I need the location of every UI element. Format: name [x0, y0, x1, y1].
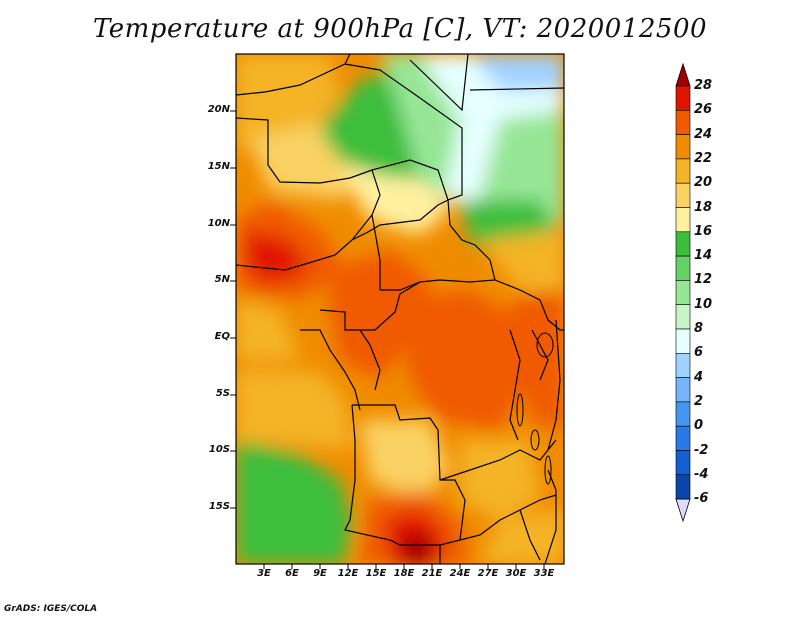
- colorbar-label: 10: [694, 296, 713, 312]
- lat-tick-label: 5N: [214, 274, 230, 285]
- colorbar-swatch: [675, 110, 691, 135]
- colorbar-label: 24: [694, 126, 713, 142]
- colorbar-label: 6: [694, 345, 704, 361]
- colorbar-swatch: [675, 328, 691, 354]
- colorbar-swatch: [675, 207, 691, 233]
- map-title: Temperature at 900hPa [C], VT: 202001250…: [92, 14, 708, 44]
- lon-tick-label: 27E: [477, 568, 499, 579]
- colorbar-swatch: [675, 474, 691, 500]
- colorbar-arrow-bottom: [675, 498, 691, 523]
- lon-tick-label: 18E: [393, 568, 415, 579]
- lon-tick-label: 33E: [533, 568, 555, 579]
- lat-tick-label: EQ: [214, 331, 230, 342]
- colorbar-swatch: [675, 85, 691, 111]
- colorbar-label: -4: [694, 466, 709, 482]
- footer-credit: GrADS: IGES/COLA: [4, 604, 98, 614]
- lon-tick-label: 6E: [285, 568, 299, 579]
- lon-tick-label: 24E: [449, 568, 471, 579]
- colorbar-label: 4: [694, 369, 704, 385]
- colorbar-swatch: [675, 450, 691, 476]
- colorbar-swatch: [675, 134, 691, 160]
- colorbar-label: 20: [694, 175, 713, 191]
- colorbar-label: 14: [694, 248, 713, 264]
- colorbar-label: 2: [694, 393, 704, 409]
- lon-tick-label: 3E: [257, 568, 271, 579]
- colorbar-swatch: [675, 352, 691, 378]
- lon-tick-label: 21E: [421, 568, 443, 579]
- country-borders: [236, 54, 564, 564]
- colorbar-label: 0: [694, 418, 704, 434]
- colorbar-swatch: [675, 280, 691, 305]
- colorbar-label: -6: [694, 491, 709, 507]
- colorbar-swatch: [675, 255, 691, 281]
- colorbar-swatch: [675, 377, 691, 403]
- colorbar-label: 12: [694, 272, 713, 288]
- colorbar-swatch: [675, 182, 691, 208]
- lat-tick-label: 20N: [207, 104, 230, 115]
- colorbar-label: 18: [694, 199, 713, 215]
- colorbar-swatch: [675, 158, 691, 184]
- lat-tick-label: 5S: [215, 388, 230, 399]
- colorbar-label: 28: [694, 78, 713, 93]
- colorbar-arrow-top: [675, 62, 691, 87]
- lat-tick-label: 15S: [208, 501, 230, 512]
- colorbar-label: 26: [694, 102, 713, 118]
- lat-tick-label: 10N: [207, 218, 230, 229]
- lon-tick-label: 15E: [365, 568, 387, 579]
- colorbar-swatch: [675, 304, 691, 330]
- colorbar-label: -2: [694, 442, 709, 458]
- lon-tick-label: 30E: [505, 568, 527, 579]
- colorbar-label: 8: [694, 321, 704, 336]
- colorbar-label: 22: [694, 150, 713, 166]
- map-frame: [235, 53, 565, 565]
- lakes: [516, 332, 554, 485]
- colorbar-swatch: [675, 425, 691, 451]
- lon-tick-marks: [263, 564, 545, 569]
- lat-tick-label: 15N: [207, 161, 230, 172]
- lat-tick-label: 10S: [208, 444, 230, 455]
- temperature-field: [236, 54, 564, 564]
- colorbar: [675, 62, 691, 523]
- lat-tick-marks: [230, 110, 236, 509]
- colorbar-swatch: [675, 231, 691, 257]
- lon-tick-label: 9E: [313, 568, 327, 579]
- colorbar-label: 16: [694, 223, 713, 239]
- colorbar-swatch: [675, 401, 691, 427]
- lon-tick-label: 12E: [337, 568, 359, 579]
